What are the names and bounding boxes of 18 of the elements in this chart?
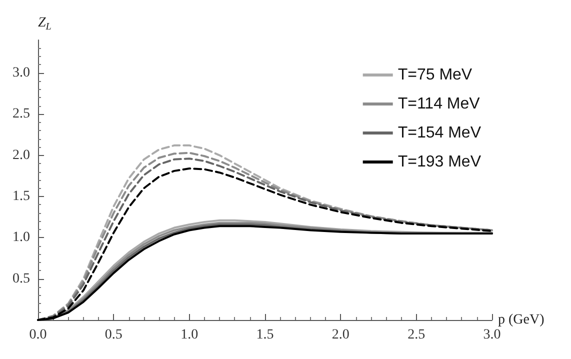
x-tick-label: 3.0 (483, 328, 501, 342)
x-tick-label: 0.0 (29, 328, 47, 342)
y-tick-label: 1.0 (12, 230, 30, 246)
y-tick-label: 2.0 (12, 148, 30, 163)
x-tick-label: 1.0 (180, 328, 198, 342)
legend-label: T=193 MeV (398, 154, 482, 170)
x-tick-label: 0.5 (104, 328, 122, 342)
x-tick-label: 1.5 (256, 328, 274, 342)
y-tick-label: 1.5 (12, 188, 30, 204)
x-tick-label: 2.0 (332, 328, 350, 342)
y-tick-label: 2.5 (12, 106, 30, 122)
legend-label: T=154 MeV (398, 124, 482, 142)
y-tick-label: 3.0 (12, 65, 30, 80)
x-tick-label: 2.5 (408, 328, 426, 342)
y-tick-label: 0.5 (12, 271, 30, 286)
x-axis-title: p (GeV) (498, 312, 545, 328)
legend-label: T=75 MeV (398, 66, 472, 84)
legend-label: T=114 MeV (398, 96, 480, 112)
